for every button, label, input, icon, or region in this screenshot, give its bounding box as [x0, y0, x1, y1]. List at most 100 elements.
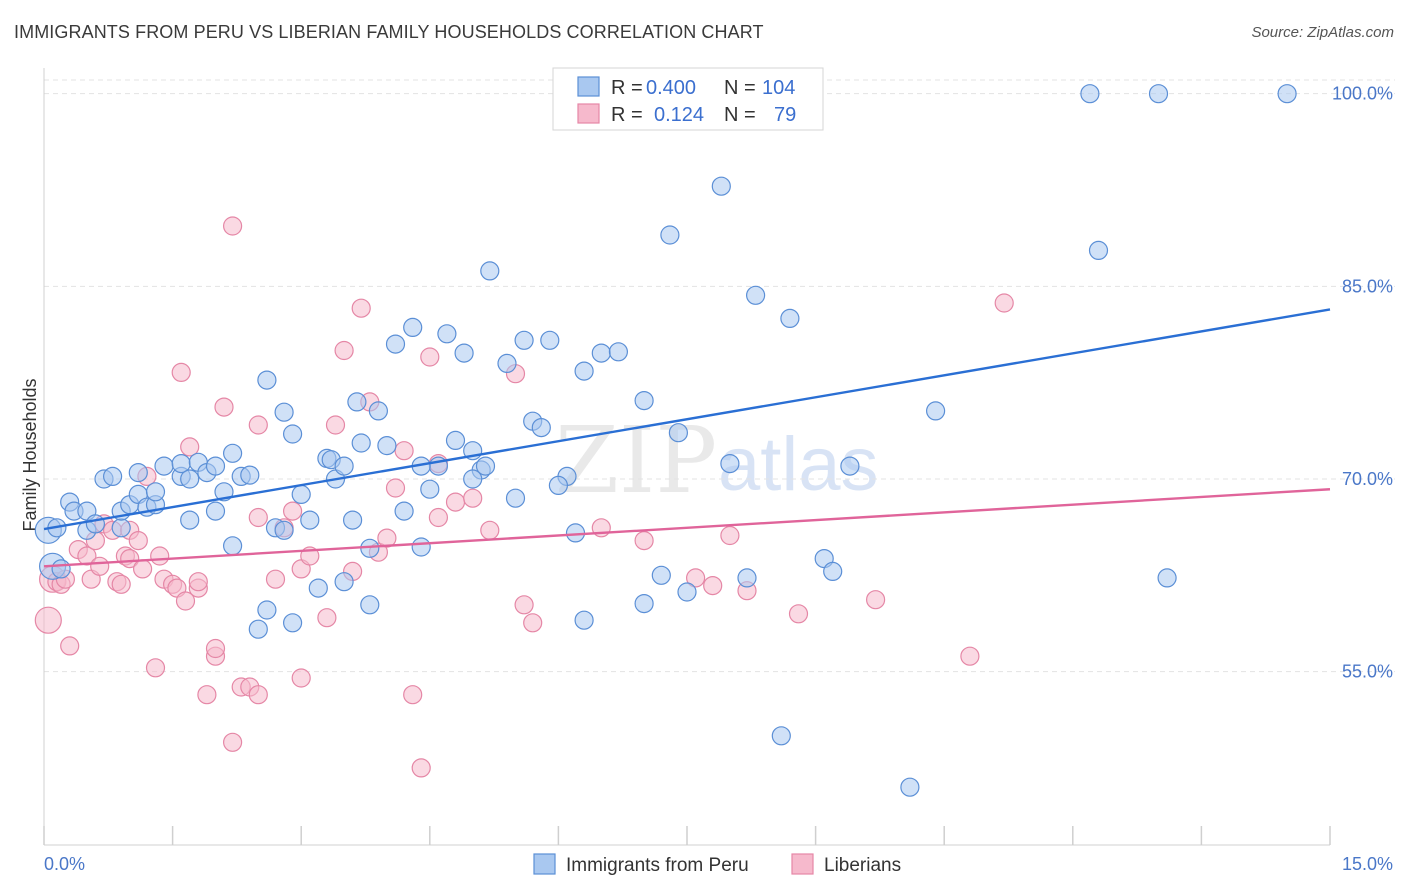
x-tick-label-min: 0.0% — [44, 854, 85, 874]
peru-point — [351, 433, 371, 453]
liberians-point — [150, 546, 170, 566]
peru-point — [214, 482, 234, 502]
y-axis-title: Family Households — [20, 378, 40, 531]
peru-point — [514, 330, 534, 350]
peru-point — [394, 501, 414, 521]
peru-point — [403, 317, 423, 337]
peru-point — [475, 456, 496, 476]
liberians-point — [720, 525, 740, 546]
peru-point — [651, 565, 671, 585]
peru-point — [291, 484, 311, 504]
bottom-legend-swatch-peru — [533, 853, 556, 875]
peru-point — [900, 777, 920, 797]
peru-point — [180, 469, 200, 489]
liberians-point — [385, 478, 406, 498]
peru-point — [334, 572, 354, 592]
liberians-point — [788, 604, 809, 624]
peru-point — [223, 536, 243, 556]
peru-point — [283, 424, 303, 444]
peru-point — [437, 324, 457, 344]
peru-point — [480, 261, 500, 281]
peru-point — [180, 510, 200, 530]
peru-point — [205, 456, 226, 476]
liberians-point — [111, 574, 131, 594]
peru-point — [343, 510, 363, 530]
peru-point — [102, 466, 123, 486]
peru-point — [574, 610, 594, 630]
liberians-point — [403, 685, 423, 705]
liberians-point — [411, 758, 431, 778]
legend-n-value-2: 79 — [774, 104, 796, 126]
peru-point — [368, 401, 388, 421]
peru-point — [1148, 84, 1169, 104]
liberians-point — [223, 216, 243, 236]
peru-point — [283, 613, 303, 633]
peru-point — [745, 285, 766, 305]
peru-point — [771, 726, 791, 746]
peru-point — [548, 475, 569, 495]
liberians-point — [634, 530, 654, 551]
liberians-point — [865, 590, 886, 610]
peru-point — [591, 343, 611, 363]
liberians-point — [248, 685, 268, 705]
liberians-point — [265, 569, 286, 589]
legend-swatch-peru — [577, 76, 600, 97]
legend-box: R = 0.400 N = 104 R = 0.124 N = 79 — [552, 67, 824, 131]
legend-r-value-1: 0.400 — [646, 77, 696, 99]
peru-point — [240, 465, 260, 485]
peru-point — [505, 488, 526, 508]
peru-point — [1088, 240, 1109, 260]
liberians-point — [351, 298, 371, 318]
peru-point — [300, 510, 320, 530]
legend-r-value-2: 0.124 — [654, 104, 704, 126]
peru-point — [463, 469, 483, 489]
liberians-point — [523, 613, 543, 633]
peru-point — [720, 454, 740, 474]
liberians-point — [133, 559, 153, 579]
liberians-point — [120, 548, 140, 569]
liberians-point — [334, 340, 354, 361]
liberians-point — [145, 658, 166, 678]
peru-point — [737, 568, 757, 588]
peru-point — [51, 559, 71, 579]
source-label: Source: ZipAtlas.com — [1251, 24, 1394, 41]
liberians-point — [171, 362, 191, 382]
liberians-point — [960, 646, 980, 666]
peru-point — [711, 176, 731, 196]
peru-point — [531, 418, 551, 438]
legend-n-value-1: 104 — [762, 77, 795, 99]
liberians-point — [463, 488, 483, 508]
liberians-point — [325, 415, 346, 435]
liberians-point — [197, 685, 217, 705]
liberians-point — [34, 606, 62, 634]
peru-point — [145, 482, 166, 502]
peru-point — [1277, 84, 1297, 104]
peru-point — [154, 456, 174, 476]
liberians-point — [188, 572, 208, 592]
peru-point — [608, 342, 629, 362]
peru-point — [128, 463, 148, 483]
peru-point — [411, 537, 431, 557]
y-tick-label: 100.0% — [1332, 84, 1393, 104]
y-tick-labels: 55.0% 70.0% 85.0% 100.0% — [1332, 84, 1393, 682]
peru-point — [257, 370, 277, 390]
chart-title: IMMIGRANTS FROM PERU VS LIBERIAN FAMILY … — [14, 22, 764, 42]
legend-r-label-2: R = — [611, 104, 643, 126]
liberians-point — [703, 575, 723, 596]
liberians-point — [60, 636, 80, 656]
peru-point — [677, 582, 697, 602]
liberians-point — [205, 638, 226, 659]
peru-point — [377, 436, 397, 456]
liberians-point — [283, 501, 303, 521]
liberians-point — [291, 668, 311, 688]
peru-point — [420, 479, 440, 499]
peru-point — [308, 578, 328, 598]
x-tick-label-max: 15.0% — [1342, 854, 1393, 874]
peru-point — [1080, 84, 1100, 104]
peru-point — [574, 361, 594, 381]
peru-point — [111, 518, 131, 538]
legend-n-label-1: N = — [724, 77, 756, 99]
liberians-point — [317, 608, 337, 628]
peru-point — [634, 391, 654, 411]
